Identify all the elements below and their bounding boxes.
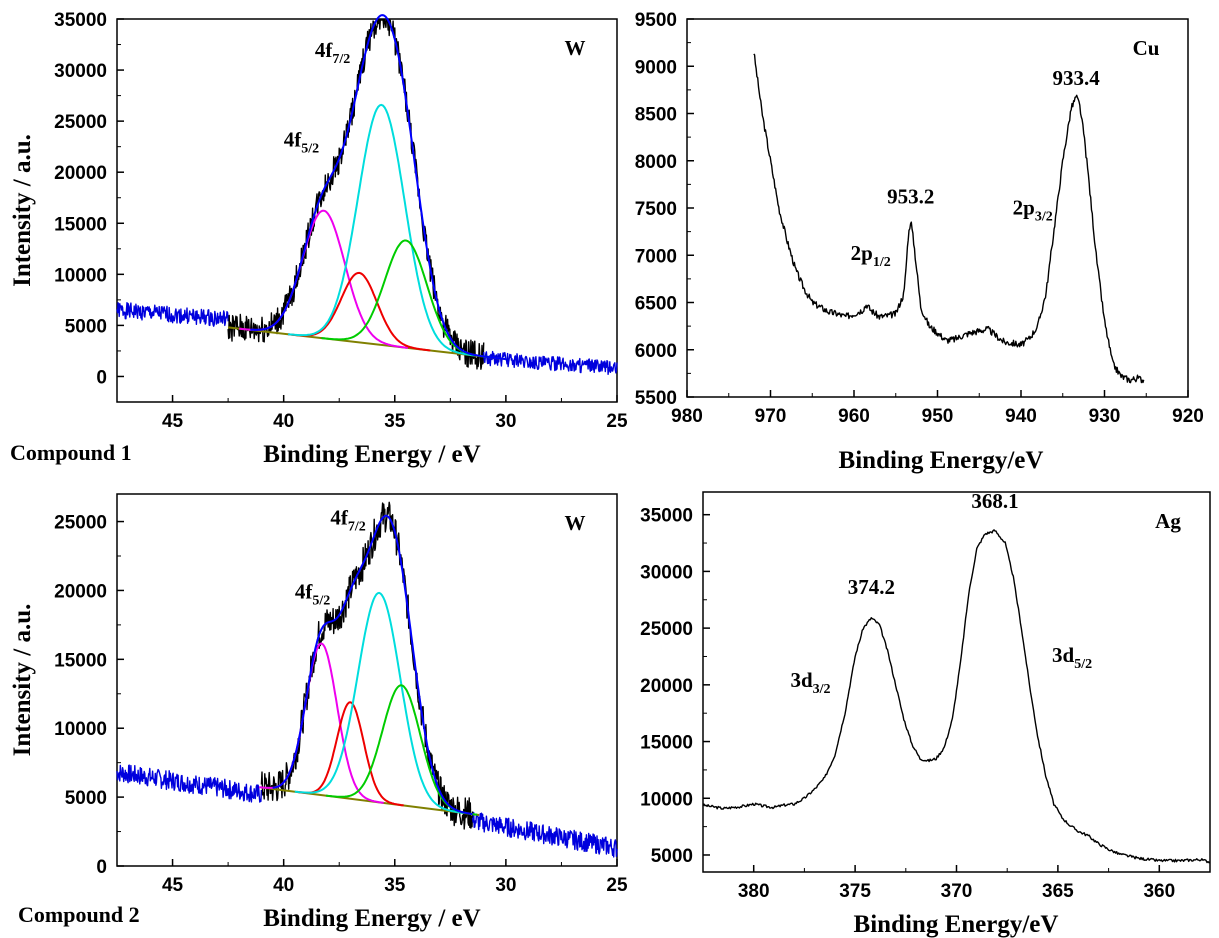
peak-annotation: 4f5/2 [284,128,319,157]
series-peak [325,684,478,816]
series-raw [702,529,1211,864]
element-label: W [565,511,586,535]
panel-w1: 45 40 35 30 25 0 5000 10000 15000 20000 25000 30000… [9,10,628,468]
series-raw [227,19,485,370]
x-tick-label: 30 [495,875,516,896]
y-tick-label: 6000 [635,341,677,362]
y-tick-label: 20000 [54,581,107,602]
series-fit [272,514,473,816]
y-tick-label: 5000 [65,316,107,337]
peak-annotation: 953.2 [887,184,934,208]
peak-annotation: 4f5/2 [295,580,330,609]
peak-annotation: 3d3/2 [790,668,830,697]
peak-annotation: 3d5/2 [1052,643,1092,672]
x-tick-label: 930 [1089,406,1121,427]
y-axis-label: Intensity / a.u. [9,134,36,287]
peak-annotation: 933.4 [1052,66,1100,90]
plot-frame [116,493,618,867]
series-raw [483,350,618,375]
peak-annotation: 2p1/2 [851,241,891,270]
series-raw [471,811,618,858]
y-tick-label: 0 [96,857,107,878]
y-tick-label: 10000 [54,265,107,286]
x-tick-label: 45 [162,411,184,432]
x-axis-label: Binding Energy/eV [854,911,1059,938]
peak-annotation: 368.1 [971,489,1018,513]
x-tick-label: 380 [738,881,770,902]
plot-frame [702,491,1211,873]
peak-annotation: 4f7/2 [315,38,350,67]
y-axis-label: Intensity / a.u. [9,604,36,757]
element-label: Cu [1133,36,1160,60]
y-tick-label: 8000 [635,152,677,173]
x-tick-label: 30 [495,411,516,432]
y-tick-label: 25000 [640,619,693,640]
y-tick-label: 8500 [635,105,677,126]
x-tick-label: 40 [273,411,294,432]
peak-annotation: 2p3/2 [1013,196,1053,225]
x-tick-label: 35 [384,875,406,896]
x-tick-label: 370 [941,881,973,902]
x-tick-label: 360 [1143,881,1175,902]
y-tick-label: 25000 [54,513,107,534]
x-axis-label: Binding Energy/eV [839,447,1044,474]
x-tick-label: 940 [1005,406,1037,427]
y-tick-label: 30000 [54,61,107,82]
y-tick-label: 15000 [54,650,107,671]
series-raw [116,302,229,327]
x-tick-label: 365 [1042,881,1074,902]
x-tick-label: 950 [922,406,954,427]
y-tick-label: 10000 [640,789,693,810]
y-tick-label: 25000 [54,112,107,133]
element-label: W [565,36,586,60]
y-tick-label: 9500 [635,10,677,31]
x-axis-label: Binding Energy / eV [263,905,480,932]
series-peak [294,591,464,814]
y-tick-label: 15000 [54,214,107,235]
x-tick-label: 40 [273,875,294,896]
x-tick-label: 35 [384,411,406,432]
x-tick-label: 25 [606,411,628,432]
x-tick-label: 980 [671,406,703,427]
x-tick-label: 960 [838,406,870,427]
compound-caption: Compound 1 [10,440,132,465]
series-raw [116,764,263,803]
y-tick-label: 7500 [635,199,677,220]
y-tick-label: 6500 [635,294,677,315]
y-tick-label: 15000 [640,733,693,754]
x-tick-label: 375 [839,881,871,902]
y-tick-label: 7000 [635,246,677,267]
y-tick-label: 9000 [635,57,677,78]
panel-w2: 45 40 35 30 25 0 5000 10000 15000 20000 25000 Bindi… [9,493,628,932]
y-tick-label: 35000 [54,10,107,31]
y-tick-label: 5500 [635,388,677,409]
panel-cu: 980 970 960 950 940 930 920 5500 6000 6500 7000 750… [635,10,1204,474]
peak-annotation: 4f7/2 [330,505,365,534]
x-tick-label: 25 [606,875,628,896]
y-tick-label: 10000 [54,719,107,740]
x-axis-label: Binding Energy / eV [263,441,480,468]
series-raw [753,53,1145,384]
element-label: Ag [1155,509,1181,533]
peak-annotation: 374.2 [848,575,895,599]
y-tick-label: 20000 [640,676,693,697]
y-tick-label: 35000 [640,506,693,527]
series-peak [287,103,475,357]
y-tick-label: 30000 [640,562,693,583]
x-tick-label: 920 [1172,406,1204,427]
y-tick-label: 5000 [65,788,107,809]
plot-frame [686,18,1189,398]
series-fit [250,14,507,361]
panel-ag: 380 375 370 365 360 5000 10000 15000 20000 25000 3… [640,489,1211,938]
y-tick-label: 20000 [54,163,107,184]
plot-frame [116,18,618,403]
compound-caption: Compound 2 [18,902,140,927]
y-tick-label: 5000 [651,846,693,867]
x-tick-label: 970 [755,406,787,427]
x-tick-label: 45 [162,875,184,896]
y-tick-label: 0 [96,367,107,388]
